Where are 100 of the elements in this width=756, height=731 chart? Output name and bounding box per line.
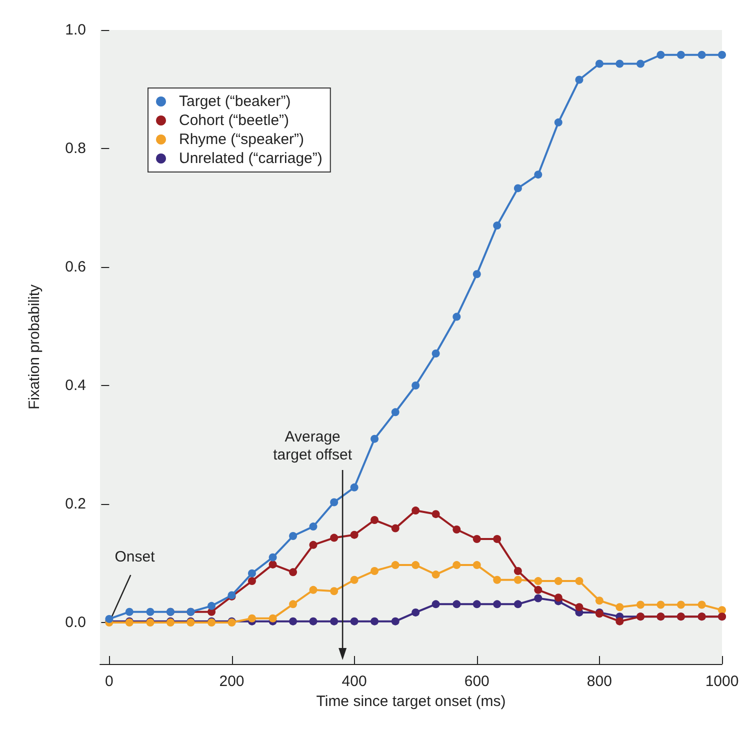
point bbox=[268, 614, 277, 622]
point bbox=[718, 606, 726, 614]
point bbox=[493, 600, 502, 608]
point bbox=[452, 526, 461, 534]
point bbox=[412, 608, 420, 616]
y-tick-label: 0.2 bbox=[65, 496, 86, 513]
y-tick-label: 0.4 bbox=[65, 377, 86, 394]
legend-label: Target (“beaker”) bbox=[179, 93, 291, 110]
x-tick-label: 600 bbox=[464, 673, 490, 690]
point bbox=[554, 577, 562, 586]
point bbox=[452, 561, 461, 570]
point bbox=[350, 483, 358, 492]
annotation: Average target offset bbox=[273, 428, 353, 464]
x-tick-label: 200 bbox=[219, 673, 244, 690]
point bbox=[595, 60, 604, 68]
point bbox=[208, 602, 216, 610]
x-axis-title: Time since target onset (ms) bbox=[316, 692, 506, 710]
point bbox=[595, 596, 604, 605]
y-tick-label: 0.8 bbox=[65, 140, 86, 158]
point bbox=[534, 586, 542, 594]
y-axis-title: Fixation probability bbox=[26, 284, 43, 410]
point bbox=[616, 603, 624, 612]
point bbox=[289, 600, 298, 608]
point bbox=[391, 617, 400, 626]
point bbox=[330, 534, 338, 542]
x-tick-label: 400 bbox=[342, 673, 367, 690]
x-tick-label: 0 bbox=[105, 673, 114, 690]
y-tick-label: 0.0 bbox=[65, 614, 86, 632]
point bbox=[636, 600, 644, 609]
point bbox=[698, 50, 706, 59]
point bbox=[452, 312, 461, 321]
point bbox=[268, 553, 277, 562]
point bbox=[309, 522, 318, 531]
point bbox=[656, 50, 665, 59]
point bbox=[534, 170, 542, 179]
point bbox=[493, 576, 502, 584]
point bbox=[514, 600, 522, 608]
point bbox=[289, 568, 298, 576]
point bbox=[391, 561, 400, 570]
point bbox=[676, 600, 685, 609]
point bbox=[330, 587, 338, 596]
point bbox=[391, 408, 400, 416]
point bbox=[289, 532, 298, 540]
point bbox=[575, 603, 584, 612]
point bbox=[391, 524, 400, 532]
point bbox=[616, 60, 624, 68]
y-tick-label: 0.6 bbox=[65, 258, 86, 276]
point bbox=[248, 577, 256, 586]
point bbox=[432, 570, 440, 579]
point bbox=[534, 594, 542, 602]
point bbox=[575, 76, 584, 84]
x-tick-label: 1000 bbox=[705, 673, 739, 690]
point bbox=[514, 184, 522, 192]
annotation: Onset bbox=[114, 548, 156, 566]
point bbox=[514, 576, 522, 584]
point bbox=[534, 577, 542, 586]
point bbox=[432, 510, 440, 518]
point bbox=[350, 617, 358, 626]
point bbox=[493, 534, 502, 543]
point bbox=[472, 534, 481, 543]
point bbox=[105, 614, 114, 623]
point bbox=[472, 270, 481, 278]
point bbox=[412, 382, 420, 390]
point bbox=[370, 516, 379, 524]
point bbox=[514, 566, 522, 575]
point bbox=[472, 600, 481, 608]
point bbox=[554, 118, 562, 126]
point bbox=[248, 614, 256, 622]
point bbox=[330, 617, 338, 626]
y-tick-label: 1.0 bbox=[65, 22, 86, 38]
point bbox=[268, 560, 277, 568]
point bbox=[698, 600, 706, 609]
point bbox=[575, 577, 584, 586]
point bbox=[432, 350, 440, 358]
point bbox=[248, 569, 256, 578]
point bbox=[330, 498, 338, 506]
point bbox=[656, 600, 665, 609]
point bbox=[616, 617, 624, 626]
point bbox=[493, 222, 502, 230]
point bbox=[309, 586, 318, 594]
point bbox=[370, 566, 379, 575]
point bbox=[350, 530, 358, 539]
point bbox=[309, 540, 318, 549]
point bbox=[452, 600, 461, 608]
x-tick-label: 800 bbox=[586, 673, 612, 690]
point bbox=[370, 434, 379, 443]
legend-label: Unrelated (“carriage”) bbox=[179, 150, 322, 167]
legend-label: Rhyme (“speaker”) bbox=[179, 131, 304, 148]
point bbox=[289, 617, 298, 626]
point bbox=[718, 50, 726, 59]
point bbox=[432, 600, 440, 608]
point bbox=[370, 617, 379, 626]
point bbox=[636, 60, 644, 68]
point bbox=[472, 561, 481, 570]
point bbox=[350, 576, 358, 584]
point bbox=[146, 608, 154, 616]
point bbox=[554, 594, 562, 602]
point bbox=[412, 506, 420, 515]
point bbox=[309, 617, 318, 626]
point bbox=[125, 608, 134, 616]
